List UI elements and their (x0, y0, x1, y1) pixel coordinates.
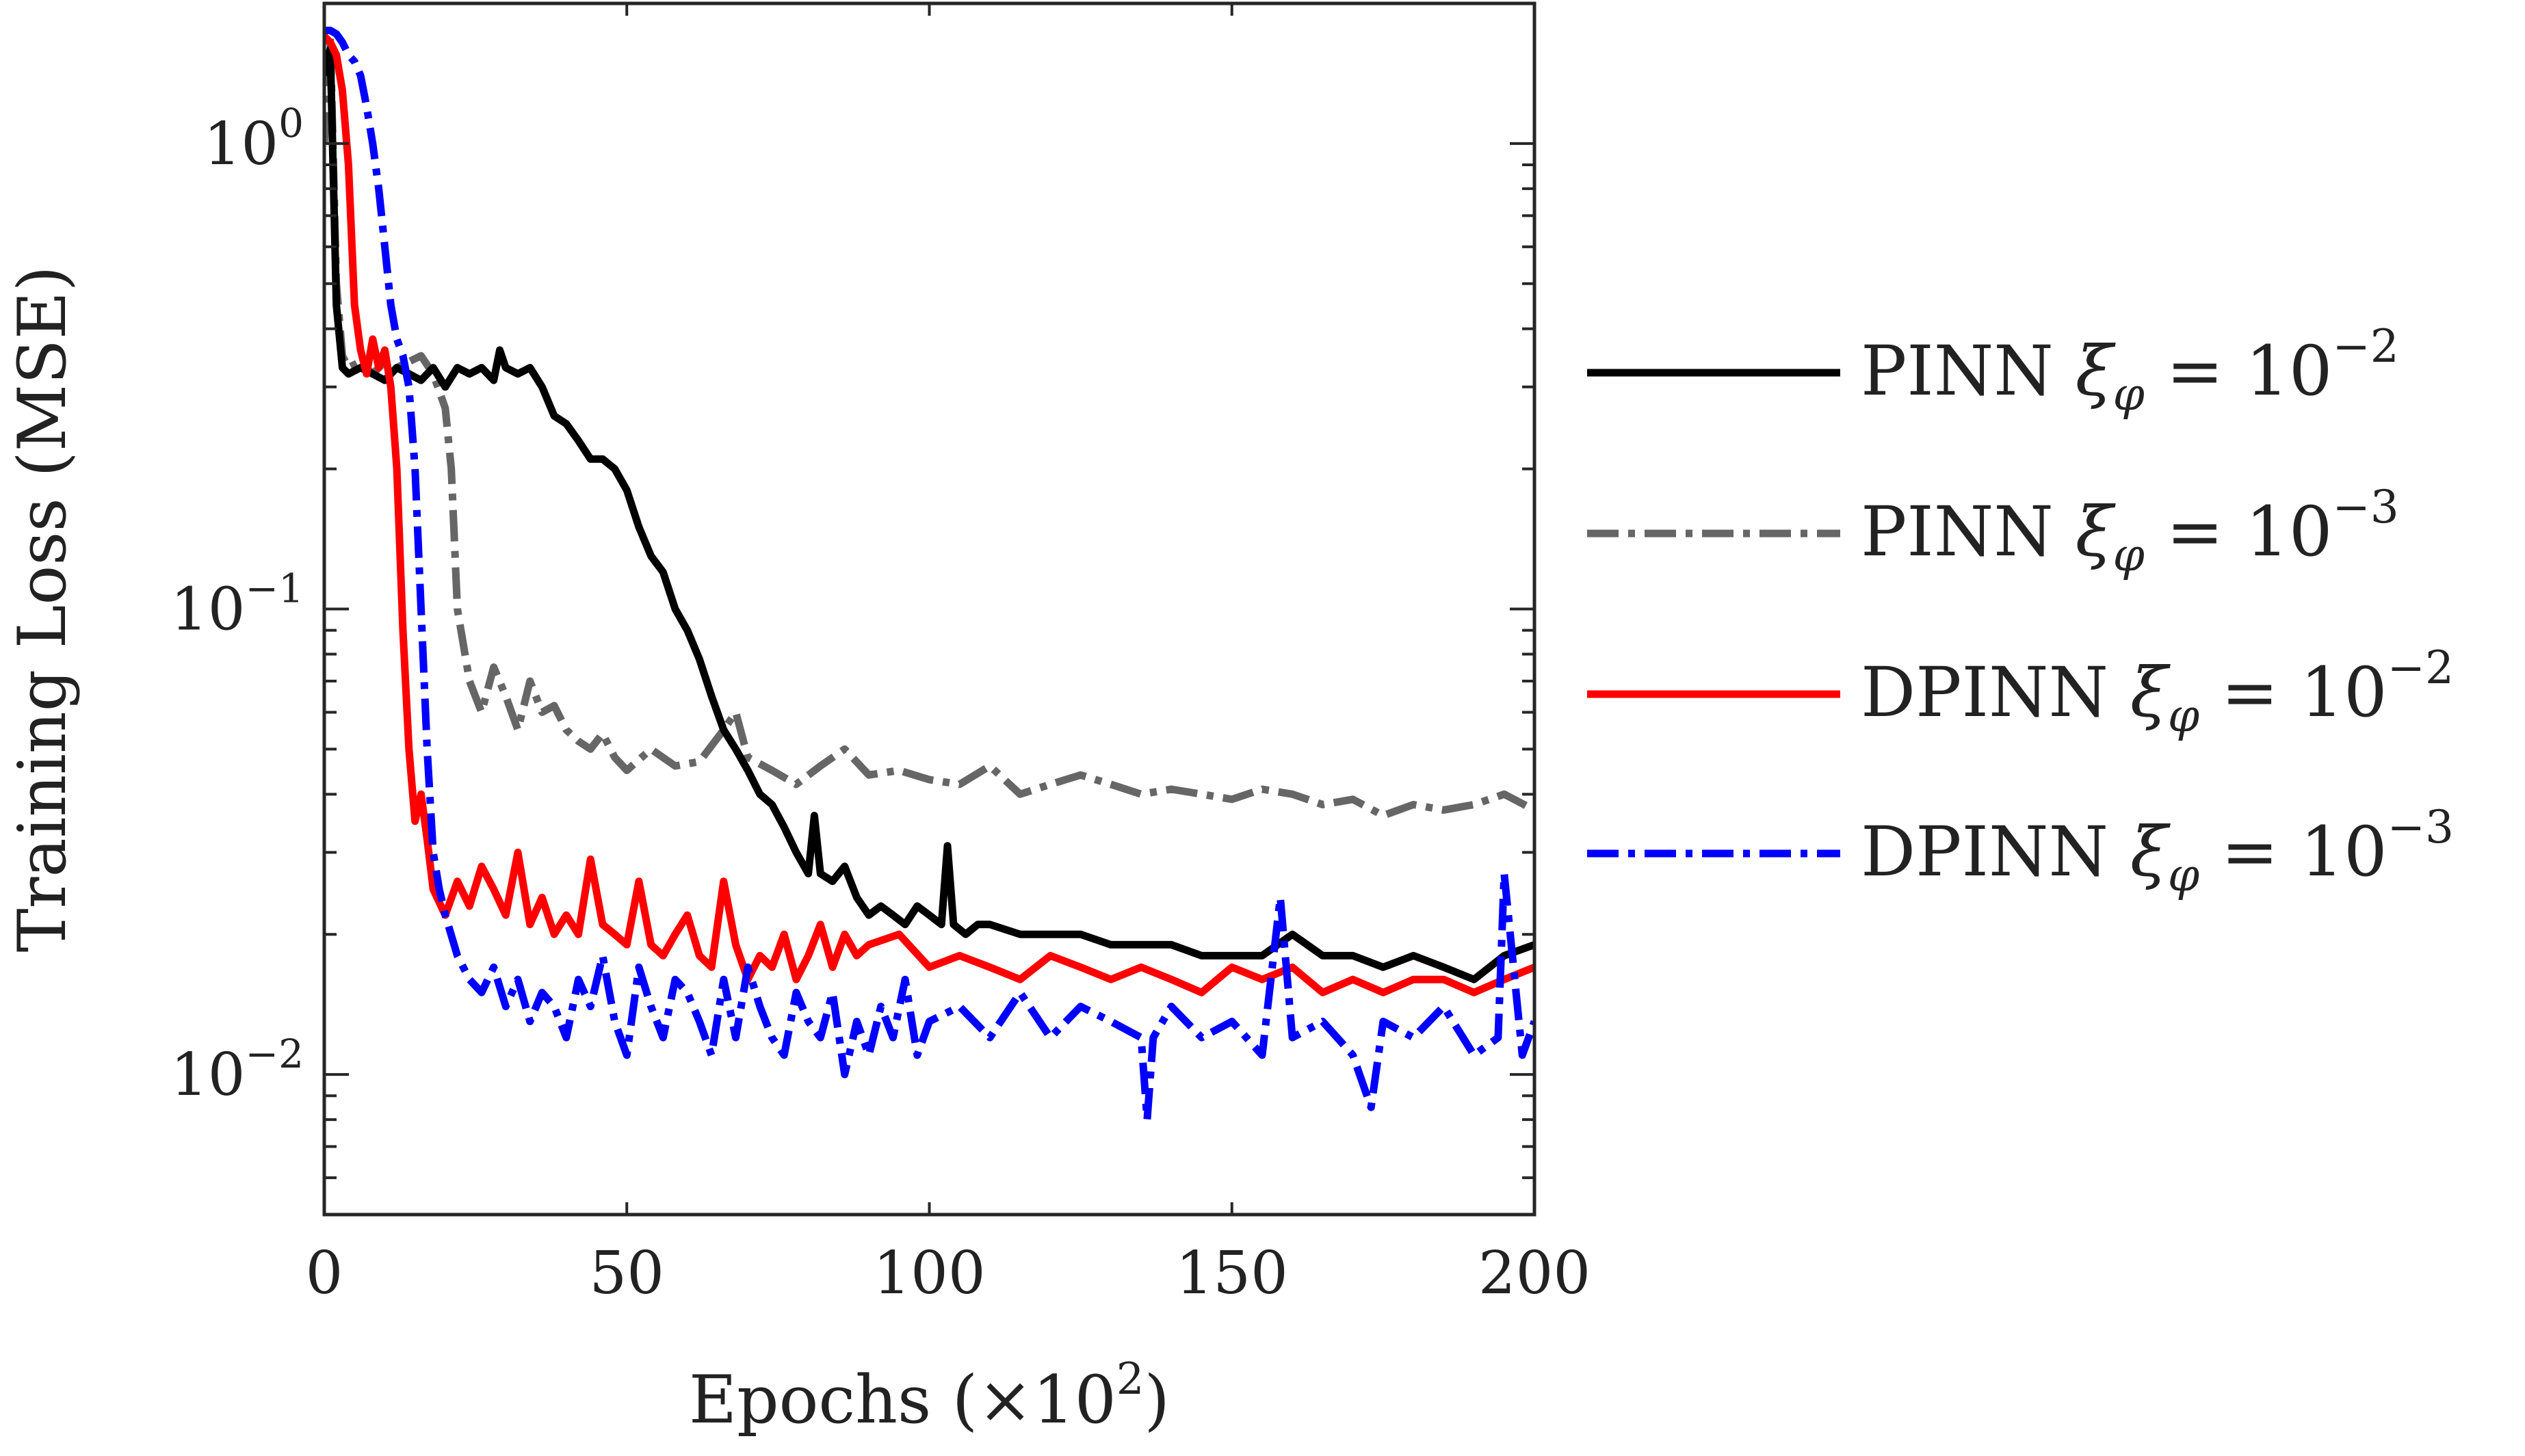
series-line-1 (324, 32, 1534, 819)
x-tick-label-0: 0 (306, 1239, 343, 1308)
series-layer (324, 27, 1534, 1124)
legend-label-0: PINN ξφ = 10−2 (1861, 320, 2399, 421)
x-tick-label-2: 100 (873, 1239, 985, 1308)
axis-layer: 0 50 100 150 200 100 10−1 10−2 Epochs (×102) Trai… (4, 1, 1591, 1438)
y-tick-label-1: 10−1 (170, 566, 304, 644)
series-line-0 (324, 44, 1534, 983)
x-tick-label-1: 50 (590, 1239, 664, 1308)
legend-label-2: DPINN ξφ = 10−2 (1861, 641, 2454, 742)
y-tick-label-2: 10−2 (170, 1031, 304, 1109)
legend-label-1: PINN ξφ = 10−3 (1861, 481, 2399, 581)
legend-label-3: DPINN ξφ = 10−3 (1861, 801, 2454, 901)
y-axis-label: Training Loss (MSE) (4, 266, 81, 953)
y-tick-label-0: 100 (204, 100, 304, 178)
x-tick-label-4: 200 (1478, 1239, 1591, 1308)
series-line-3 (324, 27, 1534, 1124)
legend-layer: PINN ξφ = 10−2 PINN ξφ = 10−3 DPINN ξφ = 1… (1587, 320, 2454, 901)
x-axis-label: Epochs (×102) (689, 1354, 1170, 1438)
series-line-2 (324, 34, 1534, 996)
plot-frame (322, 1, 1536, 1217)
x-tick-label-3: 150 (1176, 1239, 1288, 1308)
